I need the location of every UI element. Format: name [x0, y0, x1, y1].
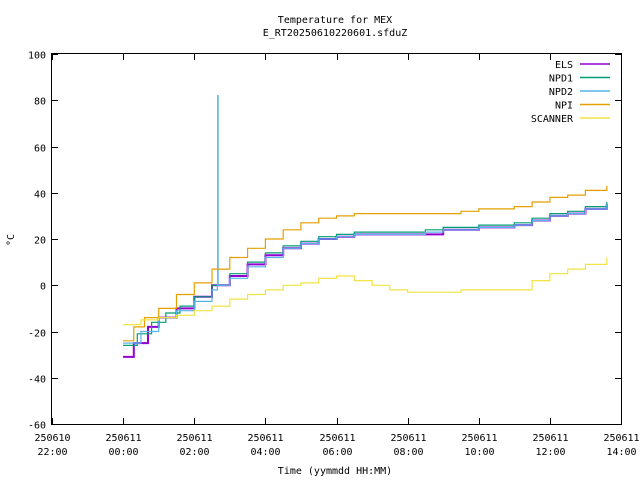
- series-line-npd2: [123, 95, 608, 344]
- x-tick-time-3: 04:00: [250, 447, 280, 458]
- x-tick-date-3: 250611: [247, 433, 283, 444]
- x-tick-time-8: 14:00: [606, 447, 636, 458]
- y-tick-label-8: 100: [28, 51, 46, 62]
- chart-subtitle: E_RT20250610220601.sfduZ: [263, 28, 408, 39]
- chart-title: Temperature for MEX: [278, 15, 392, 26]
- x-axis-label: Time (yymmdd HH:MM): [278, 466, 392, 477]
- legend: ELS NPD1 NPD2 NPI SCANNER: [531, 60, 610, 125]
- legend-label-scanner: SCANNER: [531, 114, 574, 125]
- x-tick-date-6: 250611: [461, 433, 497, 444]
- legend-label-npi: NPI: [555, 101, 573, 112]
- y-tick-label-5: 40: [34, 190, 46, 201]
- series-line-npd1: [123, 202, 608, 346]
- legend-label-npd2: NPD2: [549, 87, 573, 98]
- x-tick-time-0: 22:00: [37, 447, 67, 458]
- series-line-scanner: [123, 257, 608, 326]
- x-tick-time-4: 06:00: [322, 447, 352, 458]
- y-tick-label-3: 0: [40, 282, 46, 293]
- y-tick-label-6: 60: [34, 144, 46, 155]
- x-tick-date-2: 250611: [176, 433, 212, 444]
- x-tick-date-4: 250611: [319, 433, 355, 444]
- series-layer: [123, 95, 608, 358]
- x-tick-time-1: 00:00: [108, 447, 138, 458]
- plot-frame: [51, 53, 622, 425]
- x-tick-time-7: 12:00: [535, 447, 565, 458]
- x-tick-date-8: 250611: [603, 433, 639, 444]
- legend-label-npd1: NPD1: [549, 74, 573, 85]
- y-axis-label: °C: [6, 234, 17, 246]
- x-tick-time-5: 08:00: [393, 447, 423, 458]
- y-tick-label-2: -20: [28, 329, 46, 340]
- y-tick-label-4: 20: [34, 236, 46, 247]
- series-line-npi: [123, 185, 608, 342]
- ticks-layer: -60 -40 -20 0 20 40 60 80 100 250610 22:00 250611 00…: [28, 51, 640, 459]
- y-tick-label-0: -60: [28, 421, 46, 432]
- legend-label-els: ELS: [555, 60, 573, 71]
- x-tick-date-7: 250611: [532, 433, 568, 444]
- x-tick-date-5: 250611: [390, 433, 426, 444]
- x-tick-date-1: 250611: [105, 433, 141, 444]
- y-tick-label-7: 80: [34, 97, 46, 108]
- x-tick-date-0: 250610: [34, 433, 70, 444]
- x-tick-time-2: 02:00: [179, 447, 209, 458]
- x-tick-time-6: 10:00: [464, 447, 494, 458]
- y-tick-label-1: -40: [28, 375, 46, 386]
